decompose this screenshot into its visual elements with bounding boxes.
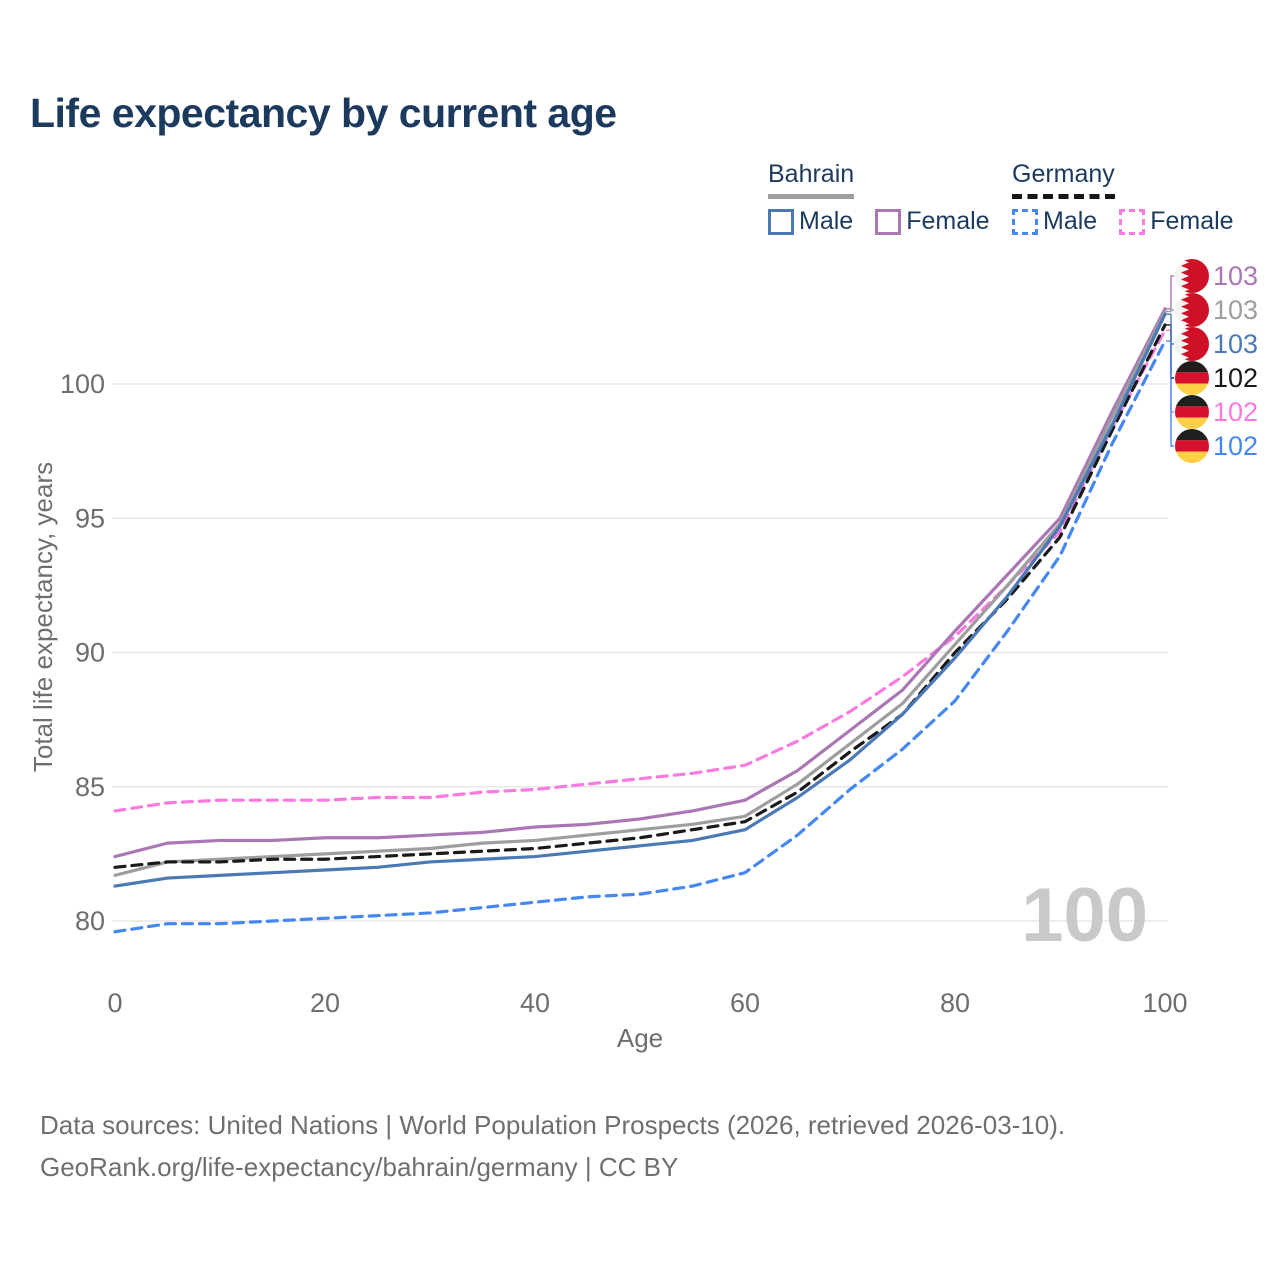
leader-line-bahrain-both-sexes [1166,309,1174,313]
y-tick-85: 85 [75,772,105,802]
x-tick-20: 20 [310,988,340,1018]
series-line-bahrain-female[interactable] [113,307,1167,859]
germany-flag-icon [1175,395,1209,429]
leader-line-germany-female [1166,329,1174,413]
legend-label-germany-male: Male [1043,207,1098,235]
georank-url-line: GeoRank.org/life-expectancy/bahrain/germ… [40,1152,679,1182]
end-value-germany-both-sexes: 102 [1213,363,1258,393]
leader-line-bahrain-male [1166,313,1174,345]
germany-flag-icon [1175,429,1209,463]
leader-line-bahrain-female [1166,275,1174,310]
page-title: Life expectancy by current age [30,90,617,136]
bahrain-flag-icon [1175,327,1209,361]
age-watermark: 100 [1021,873,1148,958]
legend-label-bahrain-male: Male [799,207,854,235]
y-tick-100: 100 [60,369,105,399]
germany-flag-icon [1175,361,1209,395]
series-line-bahrain-both-sexes[interactable] [113,309,1167,877]
y-tick-95: 95 [75,503,105,533]
legend-group-germany: Germany Male Female [1012,160,1234,236]
leader-line-germany-male [1166,340,1174,447]
bahrain-male-swatch [768,208,794,235]
y-tick-90: 90 [75,638,105,668]
x-tick-100: 100 [1142,988,1187,1018]
legend-item-germany-female[interactable]: Female [1119,207,1234,236]
germany-female-swatch [1119,208,1146,235]
x-tick-60: 60 [730,988,760,1018]
data-sources-line: Data sources: United Nations | World Pop… [40,1110,1066,1140]
legend-label-bahrain-female: Female [906,207,990,235]
series-line-germany-female[interactable] [113,328,1167,813]
end-value-germany-male: 102 [1213,431,1258,461]
x-tick-40: 40 [520,988,550,1018]
legend-item-bahrain-female[interactable]: Female [875,207,990,236]
legend-country-bahrain: Bahrain [768,160,855,199]
x-axis-title: Age [617,1023,663,1053]
legend-country-germany: Germany [1012,160,1115,199]
source-attribution: Data sources: United Nations | World Pop… [40,1104,1065,1188]
leader-line-germany-both-sexes [1166,324,1174,379]
germany-male-swatch [1012,208,1038,235]
x-tick-0: 0 [107,988,122,1018]
y-tick-80: 80 [75,906,105,936]
end-value-germany-female: 102 [1213,397,1258,427]
bahrain-flag-icon [1175,293,1209,327]
series-line-bahrain-male[interactable] [113,312,1167,888]
legend-group-bahrain: Bahrain Male Female [768,160,990,236]
legend-item-germany-male[interactable]: Male [1012,207,1097,236]
y-axis-title: Total life expectancy, years [28,462,58,772]
legend-item-bahrain-male[interactable]: Male [768,207,853,236]
x-tick-80: 80 [940,988,970,1018]
series-line-germany-male[interactable] [113,339,1167,934]
legend-label-germany-female: Female [1150,207,1234,235]
bahrain-flag-icon [1175,259,1209,293]
bahrain-female-swatch [875,208,902,235]
end-value-bahrain-male: 103 [1213,329,1258,359]
end-value-bahrain-female: 103 [1213,261,1258,291]
end-value-bahrain-both-sexes: 103 [1213,295,1258,325]
